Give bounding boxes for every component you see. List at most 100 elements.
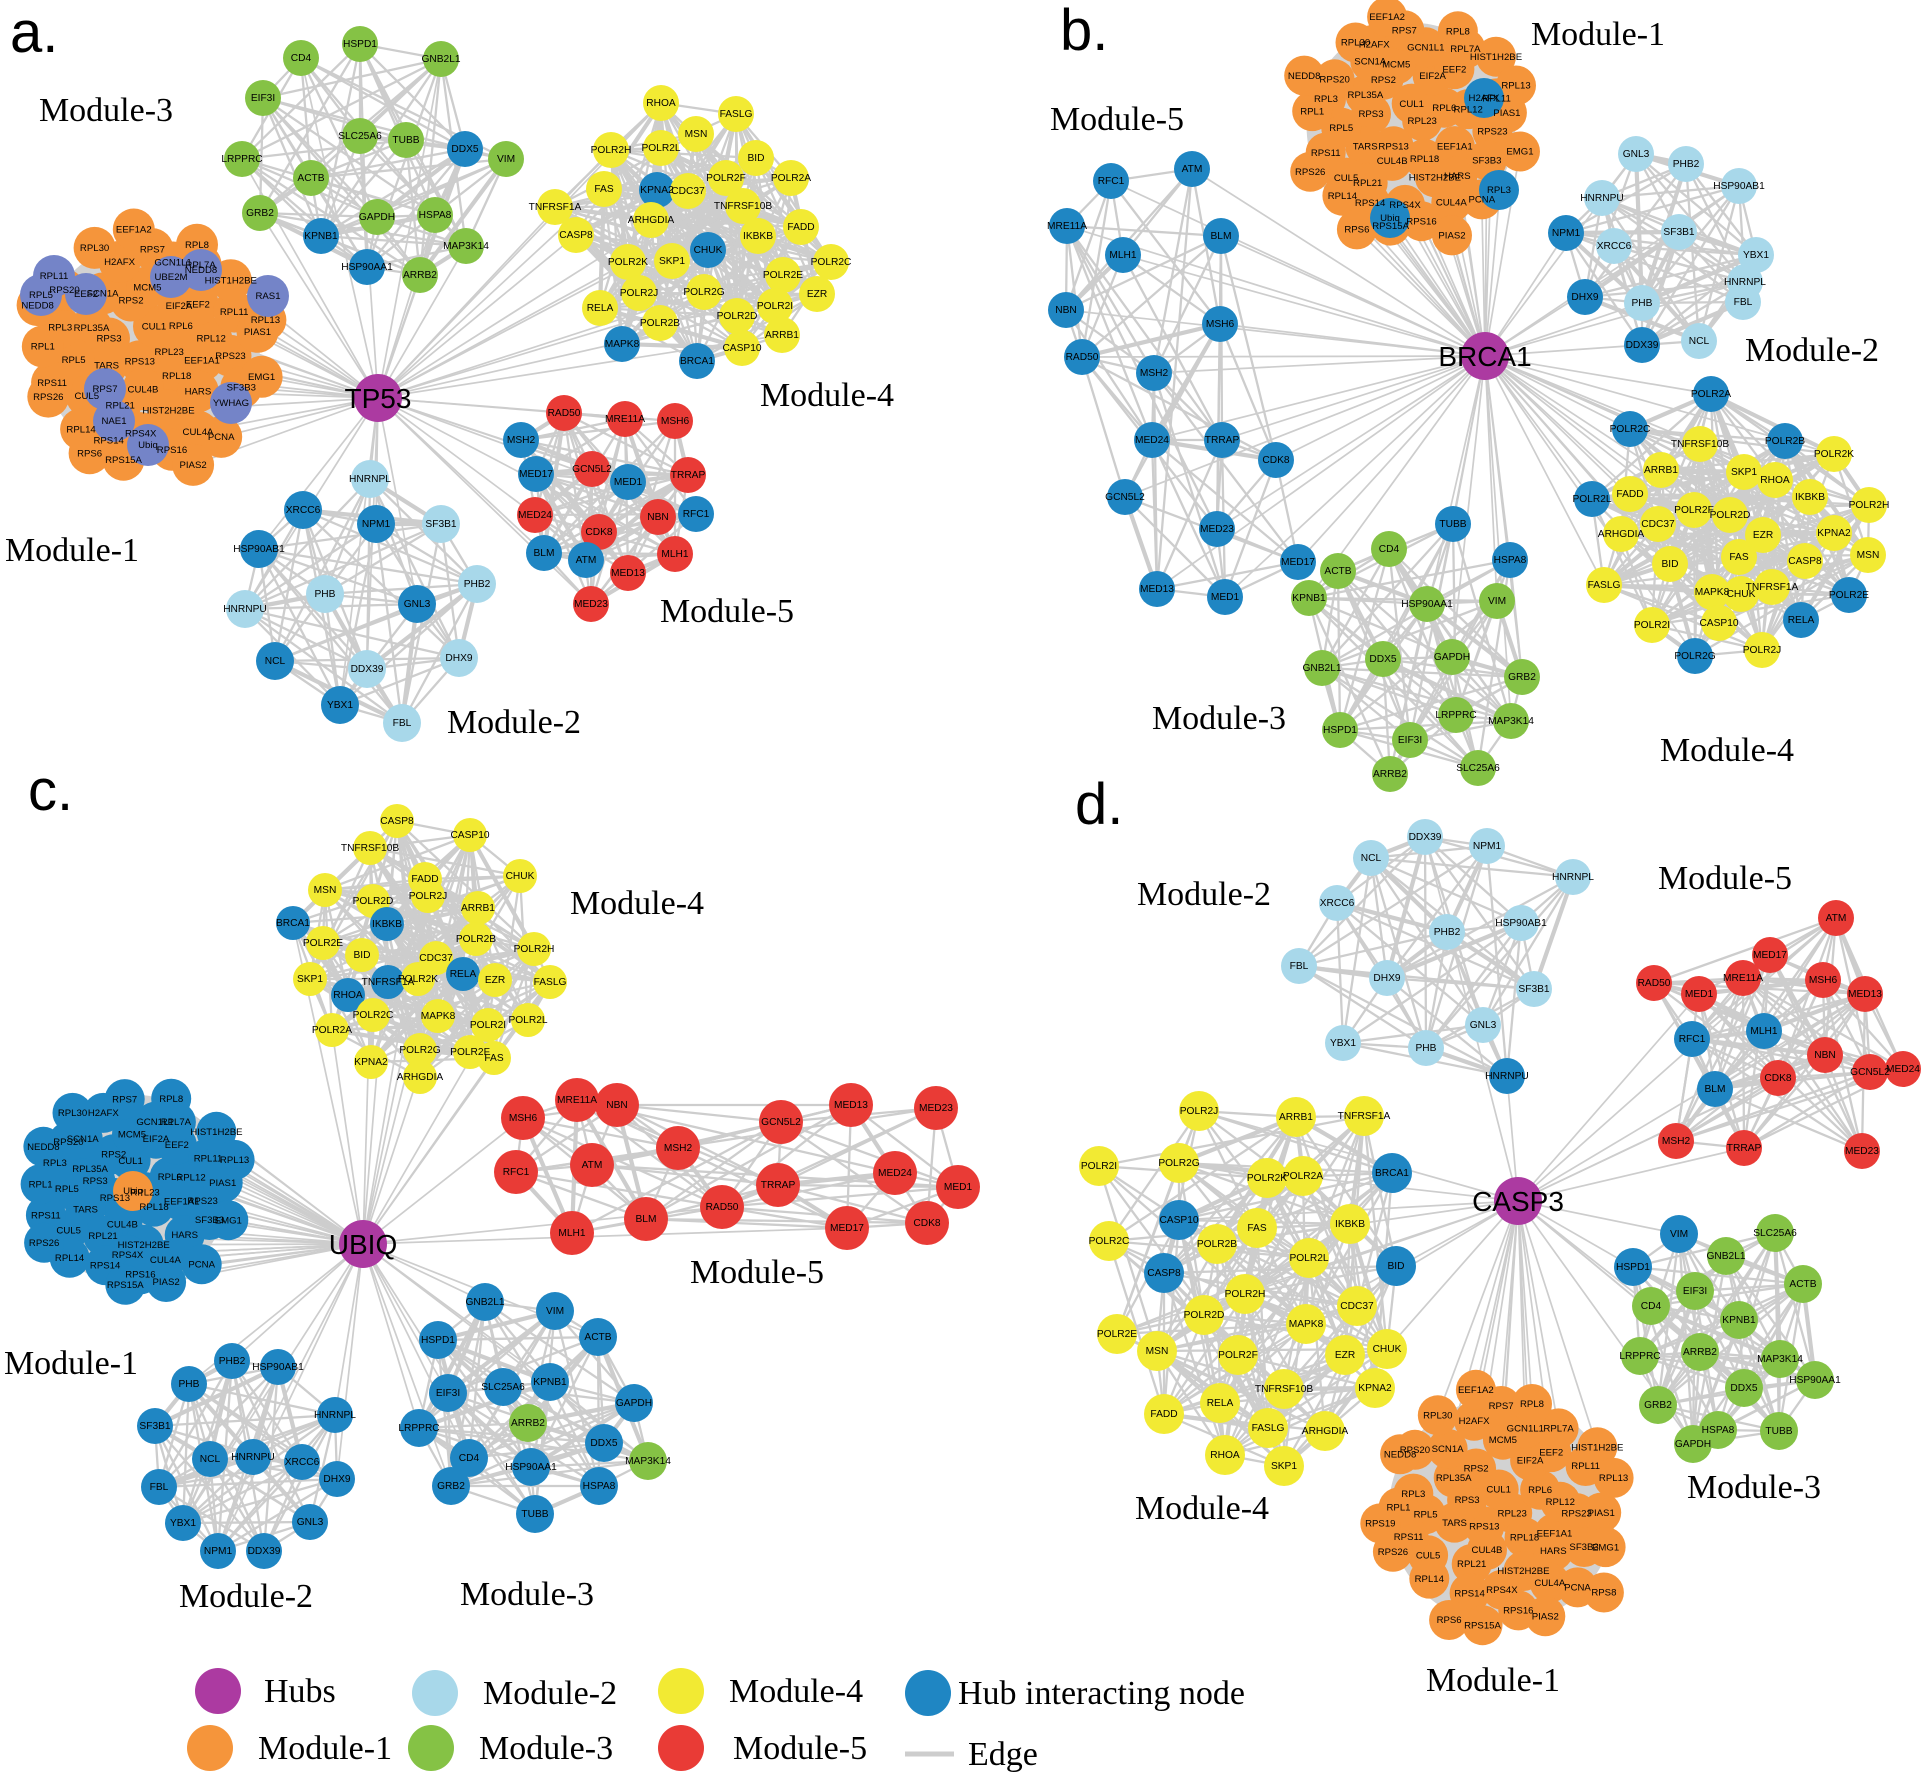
svg-text:NBN: NBN	[647, 512, 669, 523]
svg-text:RPL11: RPL11	[220, 307, 249, 318]
svg-text:RPS11: RPS11	[1394, 1532, 1424, 1543]
svg-text:RPL14: RPL14	[55, 1253, 85, 1264]
svg-text:MSH6: MSH6	[1206, 319, 1235, 330]
svg-text:FASLG: FASLG	[1252, 1423, 1285, 1434]
svg-text:MSH2: MSH2	[1140, 368, 1169, 379]
svg-text:RPS20: RPS20	[1319, 75, 1349, 86]
svg-text:EMG1: EMG1	[215, 1215, 242, 1226]
svg-text:MED24: MED24	[518, 510, 552, 521]
svg-text:a.: a.	[10, 0, 58, 65]
svg-text:RPS7: RPS7	[1392, 25, 1417, 36]
svg-text:RPS6: RPS6	[1437, 1615, 1462, 1626]
svg-text:RPL23: RPL23	[1498, 1508, 1527, 1519]
svg-text:PHB2: PHB2	[1434, 927, 1461, 938]
svg-text:CUL1: CUL1	[142, 321, 167, 332]
svg-text:SF3B1: SF3B1	[1663, 227, 1694, 238]
svg-text:Module-2: Module-2	[483, 1675, 617, 1712]
svg-text:ARRB2: ARRB2	[511, 1418, 545, 1429]
svg-text:RHOA: RHOA	[1210, 1450, 1240, 1461]
svg-text:HIST1H2BE: HIST1H2BE	[190, 1127, 242, 1138]
svg-text:RPS4X: RPS4X	[125, 428, 157, 439]
svg-text:CDC37: CDC37	[1641, 519, 1675, 530]
svg-text:CUL4B: CUL4B	[1377, 156, 1408, 167]
svg-text:RPS15A: RPS15A	[1372, 221, 1409, 232]
svg-text:MAP3K14: MAP3K14	[1757, 1354, 1803, 1365]
svg-text:EEF2: EEF2	[1442, 64, 1466, 75]
svg-text:LRPPRC: LRPPRC	[398, 1423, 439, 1434]
svg-text:RHOA: RHOA	[1760, 475, 1790, 486]
svg-text:RPL21: RPL21	[88, 1231, 117, 1242]
svg-text:PHB: PHB	[315, 589, 336, 600]
svg-text:YBX1: YBX1	[170, 1518, 196, 1529]
svg-text:MAP3K14: MAP3K14	[1488, 716, 1534, 727]
svg-text:SLC25A6: SLC25A6	[1456, 763, 1500, 774]
svg-text:SCN1A: SCN1A	[1354, 57, 1387, 68]
svg-text:IKBKB: IKBKB	[743, 231, 773, 242]
svg-text:EZR: EZR	[1753, 530, 1773, 541]
svg-text:POLR2B: POLR2B	[1197, 1239, 1237, 1250]
svg-text:RPS16: RPS16	[1406, 216, 1436, 227]
svg-text:RPL12: RPL12	[197, 334, 226, 345]
svg-text:RFC1: RFC1	[683, 509, 710, 520]
svg-text:POLR2I: POLR2I	[1634, 620, 1670, 631]
svg-text:RPL1: RPL1	[31, 342, 55, 353]
svg-text:RPL35A: RPL35A	[1436, 1473, 1472, 1484]
svg-text:POLR2K: POLR2K	[398, 974, 438, 985]
svg-text:FADD: FADD	[1616, 489, 1643, 500]
svg-text:RPL35A: RPL35A	[74, 323, 110, 334]
svg-text:TRRAP: TRRAP	[671, 470, 706, 481]
svg-text:GNB2L1: GNB2L1	[421, 54, 460, 65]
svg-text:POLR2G: POLR2G	[399, 1045, 440, 1056]
svg-text:c.: c.	[28, 758, 73, 823]
svg-text:GRB2: GRB2	[246, 208, 274, 219]
svg-text:RPL7A: RPL7A	[185, 260, 216, 271]
svg-text:Module-2: Module-2	[179, 1578, 313, 1615]
svg-text:TUBB: TUBB	[1765, 1426, 1792, 1437]
svg-text:ARRB2: ARRB2	[403, 270, 437, 281]
svg-text:RPL6: RPL6	[158, 1172, 182, 1183]
svg-text:RELA: RELA	[587, 303, 614, 314]
svg-text:PIAS1: PIAS1	[1493, 108, 1520, 119]
svg-text:MED23: MED23	[1200, 524, 1234, 535]
svg-text:GNL3: GNL3	[1623, 149, 1650, 160]
svg-text:Module-1: Module-1	[1426, 1662, 1560, 1699]
svg-text:BID: BID	[748, 153, 765, 164]
svg-text:SF3B1: SF3B1	[1518, 984, 1549, 995]
svg-text:MSH2: MSH2	[664, 1143, 693, 1154]
svg-text:KPNA2: KPNA2	[1817, 528, 1851, 539]
svg-text:PHB: PHB	[179, 1379, 200, 1390]
svg-text:EEF1A1: EEF1A1	[184, 356, 220, 367]
svg-text:HNRNPU: HNRNPU	[1485, 1071, 1529, 1082]
svg-text:POLR2I: POLR2I	[757, 301, 793, 312]
svg-text:RPL11: RPL11	[40, 271, 69, 282]
svg-text:PCNA: PCNA	[1468, 195, 1495, 206]
svg-text:HIST1H2BE: HIST1H2BE	[1571, 1442, 1623, 1453]
svg-text:NEDD8: NEDD8	[27, 1142, 60, 1153]
svg-text:RPL11: RPL11	[1482, 94, 1511, 105]
svg-text:GRB2: GRB2	[437, 1481, 465, 1492]
svg-text:EEF2: EEF2	[74, 289, 98, 300]
svg-text:RPS2: RPS2	[118, 296, 143, 307]
svg-text:RPL18: RPL18	[162, 371, 191, 382]
svg-text:HNRNPL: HNRNPL	[1552, 872, 1594, 883]
svg-text:CHUK: CHUK	[506, 871, 535, 882]
svg-text:Hubs: Hubs	[264, 1673, 336, 1710]
svg-text:VIM: VIM	[1488, 596, 1506, 607]
svg-text:SF3B3: SF3B3	[1569, 1542, 1598, 1553]
svg-text:RPS20: RPS20	[1400, 1445, 1430, 1456]
svg-text:RPL18: RPL18	[139, 1202, 168, 1213]
svg-text:POLR2A: POLR2A	[1283, 1171, 1323, 1182]
svg-text:RPL1: RPL1	[1387, 1503, 1411, 1514]
svg-text:MED23: MED23	[1845, 1146, 1879, 1157]
svg-text:MRE11A: MRE11A	[1047, 221, 1087, 232]
svg-text:Module-3: Module-3	[460, 1576, 594, 1613]
svg-text:POLR2C: POLR2C	[811, 257, 852, 268]
svg-text:RPS6: RPS6	[77, 448, 102, 459]
svg-text:DDX5: DDX5	[590, 1438, 618, 1449]
svg-text:Module-2: Module-2	[447, 704, 581, 741]
svg-text:RPL14: RPL14	[66, 424, 96, 435]
svg-text:POLR2E: POLR2E	[763, 270, 803, 281]
svg-text:XRCC6: XRCC6	[285, 1457, 320, 1468]
svg-text:CUL4B: CUL4B	[1472, 1545, 1503, 1556]
svg-text:BRCA1: BRCA1	[1375, 1168, 1409, 1179]
